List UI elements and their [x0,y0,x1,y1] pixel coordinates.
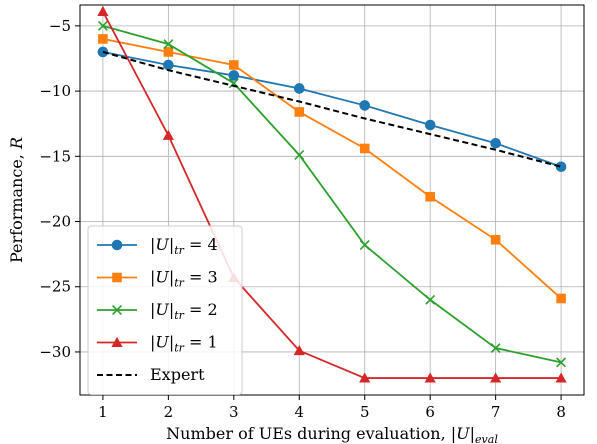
series-Expert [102,50,562,168]
x-tick-label: 4 [294,403,304,421]
data-point [490,234,501,245]
data-point [294,150,305,160]
x-tick-label: 8 [556,403,566,421]
data-point [555,372,567,383]
x-tick-label: 5 [360,403,370,421]
data-point [162,129,174,140]
data-point [490,137,501,149]
data-point [111,239,123,251]
data-point [359,372,371,383]
data-point [97,5,109,17]
series-line [102,51,562,168]
data-point [97,20,108,31]
x-tick-label: 6 [425,403,435,421]
grid [80,5,584,395]
data-point [293,83,305,94]
plot-frame [79,4,585,396]
data-point [359,143,370,154]
series-line [102,11,562,379]
series-|U|tr = 2 [97,20,567,368]
x-axis-label: Number of UEs during evaluation, |U|eval [166,424,498,444]
legend: |U|tr = 4 |U|tr = 3 |U|tr = 2 |U|tr = 1 Expe… [87,225,243,395]
data-point [359,240,370,250]
data-point [425,191,435,202]
data-point [359,100,371,111]
legend-box [87,225,243,395]
legend-label: |U|tr = 3 [150,268,218,290]
legend-label: |U|tr = 4 [150,235,218,257]
y-axis-label: Performance, R [7,137,26,263]
data-point [425,294,436,305]
data-point [98,34,108,44]
data-point [424,119,436,131]
series-|U|tr = 3 [98,34,566,304]
data-point [163,47,174,57]
y-tick-label: −30 [39,343,71,361]
series-|U|tr = 1 [97,5,567,383]
data-point [163,39,174,50]
data-point [293,345,305,356]
data-point [490,372,502,383]
series-line [102,25,562,364]
series-|U|tr = 4 [97,46,567,173]
axis-ticks: 1 2 3 4 5 6 7 8 −5 −10 −15 −20 −25 −30 [39,17,566,421]
data-point [556,293,566,304]
y-tick-label: −10 [39,82,71,100]
data-point [294,107,305,117]
x-tick-label: 7 [491,403,501,421]
legend-label: |U|tr = 1 [150,333,218,355]
data-point [163,59,174,71]
y-tick-label: −20 [39,213,71,231]
data-point [424,372,436,383]
y-tick-label: −25 [39,278,71,296]
data-point [112,272,122,283]
data-point [112,305,122,315]
data-point [111,336,123,347]
series-layer [97,5,567,383]
x-tick-label: 3 [229,403,239,421]
legend-label: Expert [150,365,205,384]
data-point [556,357,567,368]
series-line [102,50,562,168]
series-line [102,38,562,300]
legend-label: |U|tr = 2 [150,300,218,322]
x-tick-label: 2 [164,403,174,421]
data-point [229,60,239,70]
data-point [228,70,240,81]
data-point [490,343,501,354]
y-tick-label: −5 [49,17,71,35]
x-tick-label: 1 [98,403,108,421]
y-tick-label: −15 [39,147,71,165]
data-point [555,161,567,173]
